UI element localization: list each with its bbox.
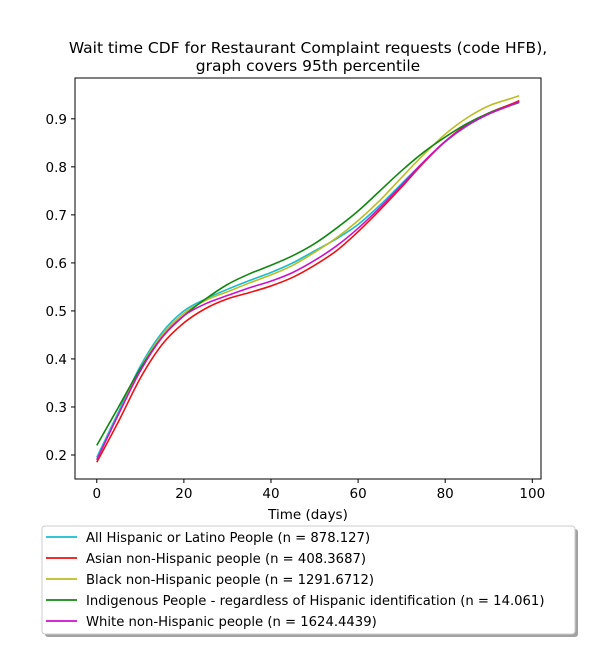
x-tick-label: 100 [519,486,545,502]
legend-label-1: All Hispanic or Latino People (n = 878.1… [86,531,370,546]
x-tick-label: 20 [175,486,192,502]
y-tick-label: 0.2 [46,448,67,464]
y-tick-label: 0.9 [46,112,67,128]
series-line-1 [96,101,520,458]
y-tick-label: 0.6 [46,256,67,272]
y-tick-label: 0.5 [46,304,67,320]
x-axis-ticks: 0 20 40 60 80 100 [92,479,545,502]
series-layer [96,95,520,463]
legend: All Hispanic or Latino People (n = 878.1… [41,525,578,637]
legend-label-2: Asian non-Hispanic people (n = 408.3687) [86,552,366,567]
y-tick-label: 0.8 [46,160,67,176]
x-tick-label: 60 [349,486,366,502]
y-axis-ticks: 0.2 0.3 0.4 0.5 0.6 0.7 0.8 0.9 [46,112,75,464]
y-tick-label: 0.7 [46,208,67,224]
series-line-2 [96,99,520,463]
series-line-5 [96,100,520,461]
chart-title-line1: Wait time CDF for Restaurant Complaint r… [69,39,547,57]
x-tick-label: 80 [437,486,454,502]
legend-items: All Hispanic or Latino People (n = 878.1… [46,531,544,630]
y-tick-label: 0.4 [46,352,67,368]
x-tick-label: 0 [92,486,101,502]
y-tick-label: 0.3 [46,400,67,416]
x-axis-label: Time (days) [267,507,348,523]
legend-label-3: Black non-Hispanic people (n = 1291.6712… [86,573,374,588]
series-line-3 [96,95,520,461]
series-line-4 [96,101,520,446]
x-tick-label: 40 [262,486,279,502]
chart-title-line2: graph covers 95th percentile [196,57,420,75]
legend-box [41,525,576,635]
legend-label-5: White non-Hispanic people (n = 1624.4439… [86,615,377,630]
plot-frame [74,77,542,480]
legend-label-4: Indigenous People - regardless of Hispan… [86,594,544,609]
